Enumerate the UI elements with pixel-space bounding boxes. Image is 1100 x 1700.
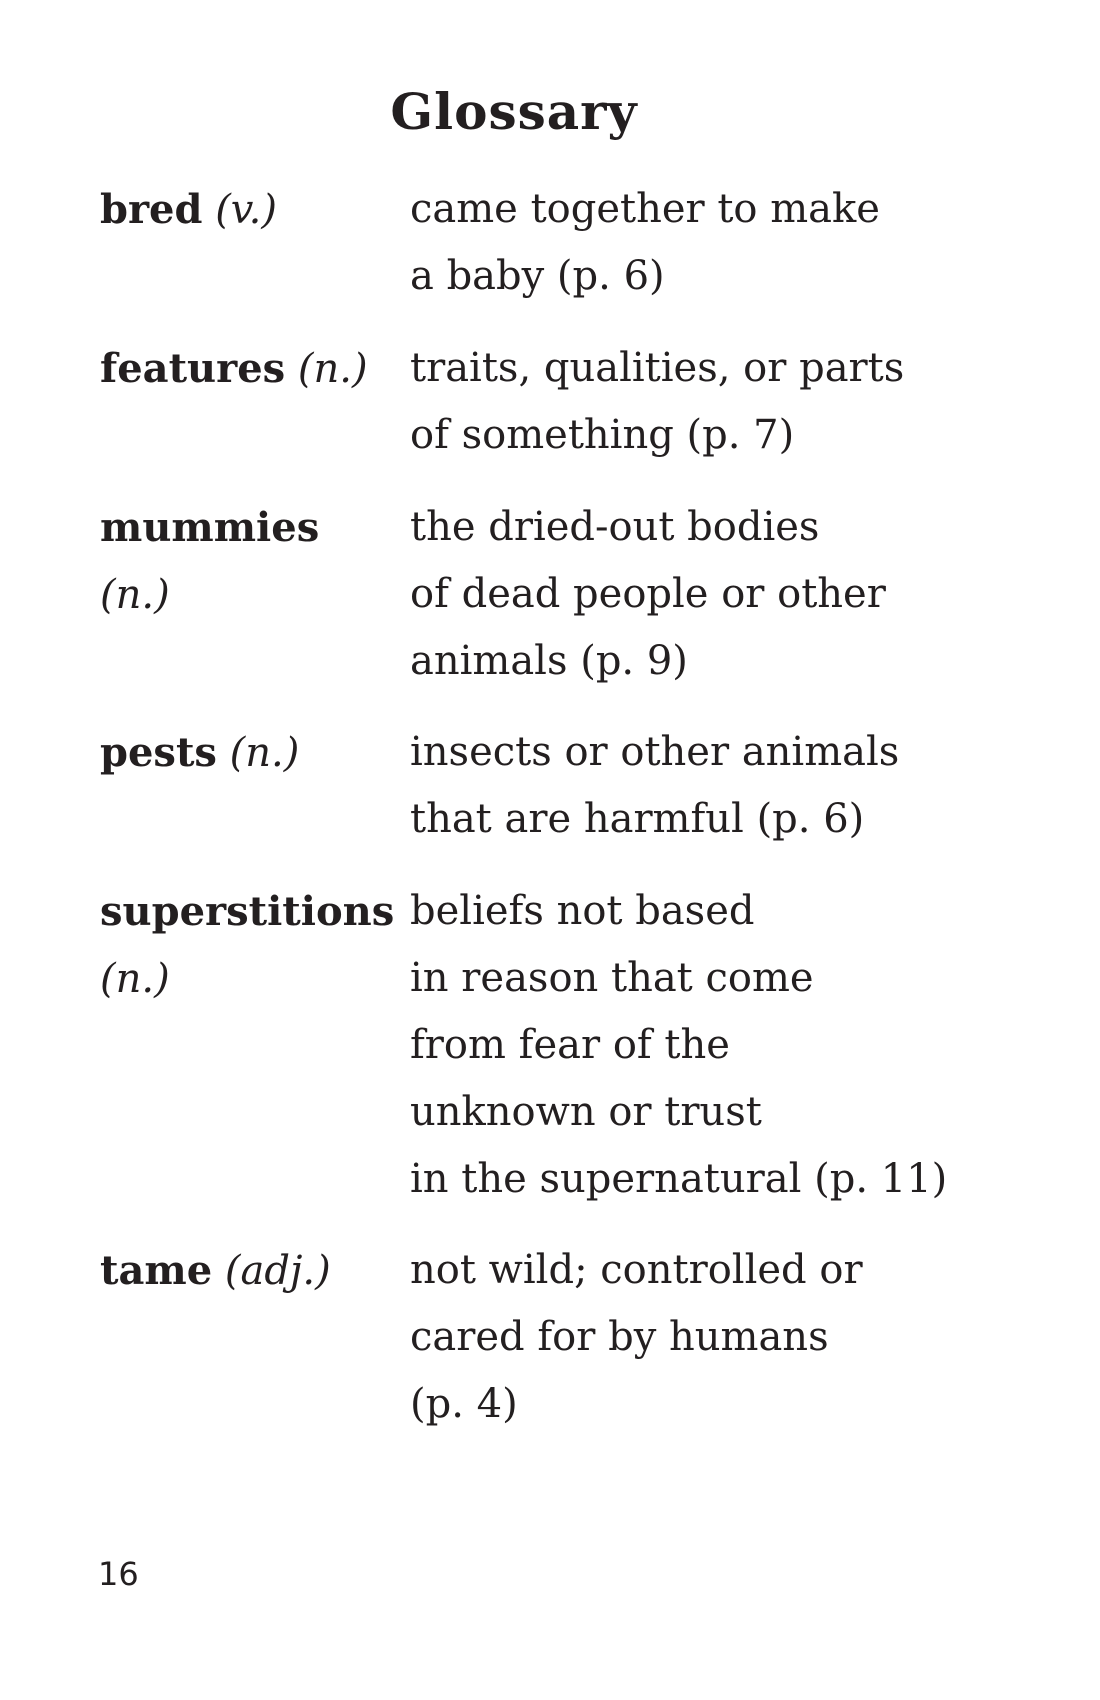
definition-line: from fear of the [410, 1022, 730, 1068]
definition: the dried-out bodies of dead people or o… [410, 494, 930, 695]
definition-line: (p. 4) [410, 1381, 518, 1427]
glossary-term: tame (adj.) [100, 1237, 400, 1305]
definition-line: in the supernatural (p. 11) [410, 1156, 948, 1202]
definition: insects or other animals that are harmfu… [410, 719, 930, 853]
definition: beliefs not based in reason that come fr… [410, 878, 948, 1213]
definition-line: in reason that come [410, 955, 814, 1001]
definition-line: cared for by humans [410, 1314, 829, 1360]
page-number: 16 [98, 1555, 139, 1593]
definition-line: insects or other animals [410, 729, 900, 775]
term-word: superstitions [100, 888, 395, 935]
term-word: tame [100, 1247, 213, 1294]
definition-line: unknown or trust [410, 1089, 762, 1135]
glossary-term: mummies (n.) [100, 494, 400, 629]
definition-line: a baby (p. 6) [410, 253, 665, 299]
glossary-term: features (n.) [100, 335, 400, 403]
definition-line: the dried-out bodies [410, 504, 820, 550]
definition-line: of something (p. 7) [410, 412, 795, 458]
definition-line: not wild; controlled or [410, 1247, 863, 1293]
term-word: features [100, 345, 286, 392]
part-of-speech: (v.) [215, 187, 277, 233]
definition-line: beliefs not based [410, 888, 755, 934]
part-of-speech: (n.) [229, 730, 300, 776]
definition-line: that are harmful (p. 6) [410, 796, 865, 842]
definition-line: came together to make [410, 186, 880, 232]
definition-line: of dead people or other [410, 571, 886, 617]
term-word: mummies [100, 504, 320, 551]
term-word: bred [100, 186, 203, 233]
part-of-speech: (n.) [297, 346, 368, 392]
definition: came together to make a baby (p. 6) [410, 176, 930, 310]
glossary-term: pests (n.) [100, 719, 400, 787]
definition-line: animals (p. 9) [410, 638, 688, 684]
definition: not wild; controlled or cared for by hum… [410, 1237, 930, 1438]
page-title: Glossary [390, 82, 638, 141]
definition-line: traits, qualities, or parts [410, 345, 905, 391]
glossary-term: superstitions (n.) [100, 878, 400, 1013]
part-of-speech: (adj.) [224, 1248, 331, 1294]
glossary-term: bred (v.) [100, 176, 400, 244]
part-of-speech: (n.) [100, 956, 170, 1002]
definition: traits, qualities, or parts of something… [410, 335, 930, 469]
term-word: pests [100, 729, 217, 776]
part-of-speech: (n.) [100, 572, 170, 618]
